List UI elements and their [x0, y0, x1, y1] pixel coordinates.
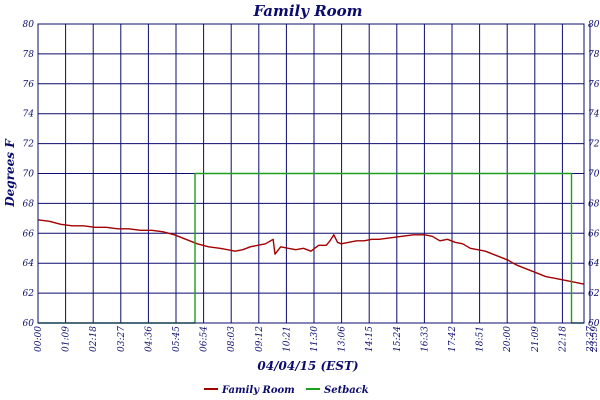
x-tick-label: 00:00	[34, 326, 44, 352]
x-tick-label: 05:45	[172, 326, 182, 352]
y-tick-label-left: 70	[23, 170, 35, 180]
legend-label: Setback	[324, 385, 369, 396]
y-tick-label-left: 78	[23, 50, 35, 60]
y-tick-label-left: 62	[23, 289, 35, 299]
x-tick-label: 13:06	[338, 326, 348, 352]
series-layer	[37, 172, 584, 324]
y-tick-label-left: 76	[23, 80, 35, 90]
legend-label: Family Room	[221, 385, 295, 396]
y-tick-label-right: 70	[588, 170, 600, 180]
y-tick-label-left: 72	[23, 140, 35, 150]
tick-labels: 60 60 62 62 64 64 66 66 68 68 70 70 72 72 74 74 76 76 78 78…	[23, 20, 600, 353]
x-tick-label: 03:27	[117, 326, 127, 352]
x-tick-label: 23:59	[590, 326, 600, 353]
y-tick-label-left: 68	[23, 199, 35, 209]
series-line-setback	[38, 172, 584, 324]
x-tick-label: 04:36	[144, 326, 154, 352]
y-tick-label-left: 74	[23, 110, 35, 120]
x-tick-label: 09:12	[255, 326, 265, 352]
x-tick-label: 08:03	[227, 326, 237, 352]
y-tick-label-right: 64	[588, 259, 600, 269]
x-tick-label: 15:24	[393, 326, 403, 352]
y-axis-title: Degrees F	[3, 138, 17, 208]
chart-title: Family Room	[252, 2, 362, 20]
x-tick-label: 16:33	[420, 326, 430, 352]
y-tick-label-right: 60	[588, 319, 600, 329]
x-tick-label: 22:18	[558, 326, 568, 353]
x-tick-label: 06:54	[200, 326, 210, 352]
x-axis-title: 04/04/15 (EST)	[257, 359, 358, 373]
x-tick-label: 21:09	[531, 326, 541, 353]
x-tick-label: 01:09	[62, 326, 72, 352]
y-tick-label-left: 80	[23, 20, 35, 30]
y-tick-label-right: 72	[588, 140, 600, 150]
y-tick-label-right: 66	[588, 229, 600, 239]
series-line-family-room	[37, 219, 584, 285]
x-tick-label: 18:51	[476, 326, 486, 352]
x-tick-label: 14:15	[365, 326, 375, 352]
x-tick-label: 23:27	[586, 326, 596, 353]
y-tick-label-right: 74	[588, 110, 600, 120]
y-tick-label-left: 60	[23, 319, 35, 329]
y-tick-label-left: 66	[23, 229, 35, 239]
y-tick-label-right: 76	[588, 80, 600, 90]
y-tick-label-right: 62	[588, 289, 600, 299]
legend: Family Room Setback	[204, 385, 369, 396]
y-tick-label-right: 68	[588, 199, 600, 209]
y-tick-label-right: 80	[588, 20, 600, 30]
x-tick-label: 17:42	[448, 326, 458, 352]
x-tick-label: 02:18	[89, 326, 99, 352]
plot-frame	[37, 23, 585, 324]
x-tick-label: 10:21	[282, 326, 292, 352]
x-tick-label: 20:00	[503, 326, 513, 353]
y-tick-label-left: 64	[23, 259, 35, 269]
y-tick-label-right: 78	[588, 50, 600, 60]
x-tick-label: 11:30	[310, 326, 320, 352]
